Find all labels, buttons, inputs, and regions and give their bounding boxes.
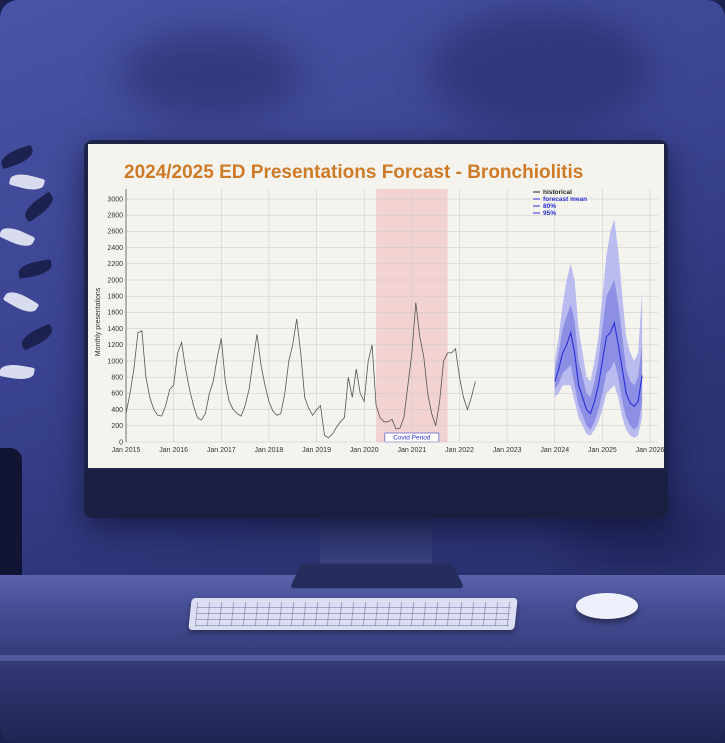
keyboard — [188, 598, 518, 630]
y-tick-label: 600 — [111, 391, 123, 398]
monitor-stand-neck — [320, 518, 432, 566]
axes-group: 0 200 400 600 800 1000 1200 1400 1600 1800 2000 220… — [107, 189, 664, 454]
y-tick-label: 0 — [119, 439, 123, 446]
x-tick-label: Jan 2016 — [159, 447, 188, 454]
x-tick-label: Jan 2015 — [112, 447, 141, 454]
y-tick-label: 200 — [111, 423, 123, 430]
x-tick-label: Jan 2023 — [493, 447, 522, 454]
y-tick-label: 1800 — [107, 294, 123, 301]
y-tick-label: 2200 — [107, 261, 123, 268]
x-tick-label: Jan 2019 — [302, 447, 331, 454]
y-tick-label: 2400 — [107, 245, 123, 252]
y-tick-label: 800 — [111, 375, 123, 382]
x-tick-label: Jan 2021 — [397, 447, 426, 454]
wall-shadow — [120, 30, 300, 120]
mouse — [576, 593, 638, 619]
monitor: 2024/2025 ED Presentations Forcast - Bro… — [84, 140, 668, 518]
legend-item: 95% — [543, 210, 556, 217]
legend-item: historical — [543, 189, 572, 196]
desk-edge — [0, 655, 725, 661]
x-tick-label: Jan 2024 — [540, 447, 569, 454]
y-tick-label: 2000 — [107, 277, 123, 284]
interval-band-80pct — [554, 280, 643, 430]
monitor-stand-foot — [289, 563, 465, 589]
y-tick-label: 1000 — [107, 358, 123, 365]
forecast-chart: 2024/2025 ED Presentations Forcast - Bro… — [95, 162, 664, 454]
historical-line — [125, 302, 476, 439]
monitor-chin — [84, 470, 668, 518]
vase — [0, 448, 22, 588]
y-tick-label: 2600 — [107, 229, 123, 236]
chart-title: 2024/2025 ED Presentations Forcast - Bro… — [124, 162, 583, 183]
legend-item: 80% — [543, 203, 556, 210]
y-tick-label: 1400 — [107, 326, 123, 333]
legend-item: forecast mean — [543, 196, 587, 203]
x-tick-label: Jan 2025 — [588, 447, 617, 454]
y-tick-label: 1200 — [107, 342, 123, 349]
x-tick-label: Jan 2017 — [207, 447, 236, 454]
y-tick-label: 400 — [111, 407, 123, 414]
interval-bands — [554, 219, 643, 438]
monitor-screen: 2024/2025 ED Presentations Forcast - Bro… — [88, 144, 664, 468]
series-lines — [125, 302, 643, 439]
x-tick-label: Jan 2022 — [445, 447, 474, 454]
y-tick-label: 2800 — [107, 213, 123, 220]
x-tick-label: Jan 2026 — [636, 447, 664, 454]
x-tick-label: Jan 2018 — [255, 447, 284, 454]
y-axis-label: Monthly presentations — [95, 287, 102, 356]
forecast-mean-line — [554, 320, 643, 415]
y-tick-label: 3000 — [107, 196, 123, 203]
x-tick-label: Jan 2020 — [350, 447, 379, 454]
wall-shadow — [430, 10, 650, 130]
y-tick-label: 1600 — [107, 310, 123, 317]
